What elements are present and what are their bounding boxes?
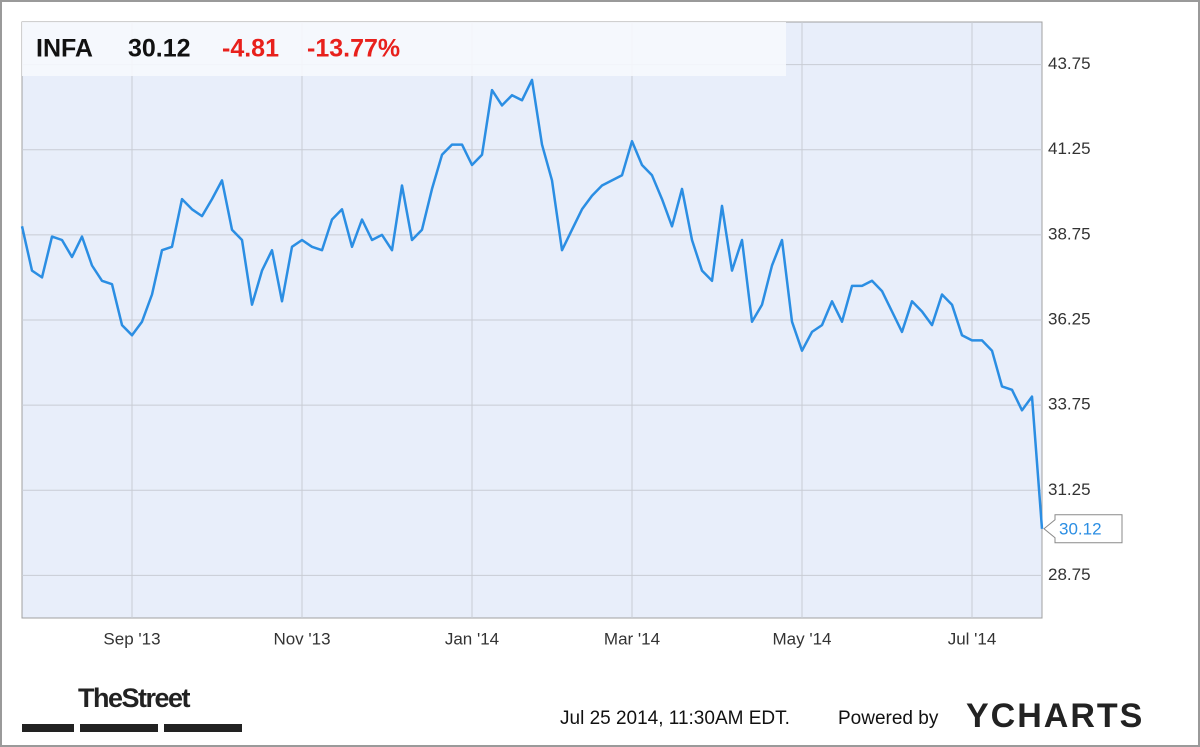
- price-line: [20, 78, 1044, 529]
- y-tick-label: 31.25: [1048, 480, 1091, 499]
- source-logo: TheStreet: [78, 683, 191, 713]
- header-box: [22, 22, 786, 76]
- change: -4.81: [222, 35, 279, 63]
- symbol: INFA: [36, 35, 93, 63]
- timestamp: Jul 25 2014, 11:30AM EDT.: [560, 708, 790, 729]
- logo-bar: [22, 724, 74, 732]
- last-value-label: 30.12: [1059, 519, 1102, 538]
- logo-bar: [80, 724, 158, 732]
- last-value-callout: [1043, 514, 1123, 544]
- x-tick-label: Mar '14: [604, 629, 660, 648]
- x-tick-label: Jul '14: [948, 629, 997, 648]
- provider-logo: YCHARTS: [966, 697, 1144, 735]
- y-tick-label: 38.75: [1048, 224, 1091, 243]
- y-tick-label: 28.75: [1048, 565, 1091, 584]
- powered-by: Powered by: [838, 708, 939, 729]
- y-tick-label: 36.25: [1048, 309, 1091, 328]
- logo-bar: [164, 724, 242, 732]
- y-tick-label: 33.75: [1048, 395, 1091, 414]
- price: 30.12: [128, 35, 191, 63]
- change-percent: -13.77%: [307, 35, 400, 63]
- y-tick-label: 43.75: [1048, 54, 1091, 73]
- x-tick-label: Jan '14: [445, 629, 499, 648]
- x-tick-label: Nov '13: [273, 629, 330, 648]
- y-tick-label: 41.25: [1048, 139, 1091, 158]
- x-tick-label: Sep '13: [103, 629, 160, 648]
- x-tick-label: May '14: [773, 629, 832, 648]
